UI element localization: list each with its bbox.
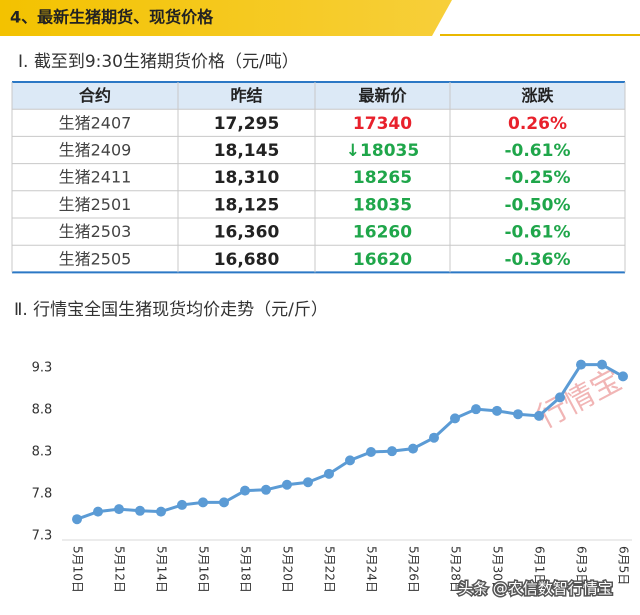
column-header: 涨跌 bbox=[521, 86, 554, 105]
point bbox=[93, 506, 103, 517]
y-tick-label: 7.3 bbox=[32, 529, 53, 544]
point bbox=[219, 497, 229, 508]
chart: 行情宝 7.3 7.8 8.3 8.8 9.3 5月10日 5月12日 5月14日 5月16日 5月… bbox=[32, 359, 632, 599]
y-tick-label: 7.8 bbox=[32, 487, 53, 502]
y-tick-label: 8.3 bbox=[32, 445, 53, 460]
x-tick-label: 6月5日 bbox=[617, 546, 631, 585]
point bbox=[282, 479, 292, 490]
point bbox=[387, 446, 397, 457]
table-cell: 生猪2411 bbox=[59, 168, 132, 187]
x-tick-label: 5月20日 bbox=[281, 546, 295, 593]
x-tick-label: 5月28日 bbox=[449, 546, 463, 593]
table-cell: 生猪2501 bbox=[59, 195, 132, 214]
point bbox=[72, 514, 82, 525]
x-tick-label: 5月12日 bbox=[113, 546, 127, 593]
point bbox=[261, 484, 271, 495]
point bbox=[177, 499, 187, 510]
section-title: Ⅰ. 截至到9:30生猪期货价格（元/吨） bbox=[18, 52, 299, 72]
column-header: 合约 bbox=[79, 86, 111, 105]
point bbox=[135, 505, 145, 516]
y-tick-label: 8.8 bbox=[32, 403, 53, 418]
point bbox=[450, 413, 460, 424]
point bbox=[471, 404, 481, 415]
x-tick-label: 5月24日 bbox=[365, 546, 379, 593]
table-cell: 16260 bbox=[353, 223, 412, 243]
point bbox=[198, 497, 208, 508]
table-cell: 17,295 bbox=[214, 114, 280, 134]
column-header: 最新价 bbox=[358, 86, 407, 105]
table-cell: 18265 bbox=[353, 168, 412, 188]
table-cell: 16,680 bbox=[214, 250, 280, 270]
point bbox=[366, 447, 376, 457]
point bbox=[114, 504, 124, 515]
point bbox=[534, 410, 544, 421]
point bbox=[345, 455, 355, 466]
table-cell: 生猪2409 bbox=[59, 141, 132, 160]
x-tick-label: 5月10日 bbox=[71, 546, 85, 593]
x-tick-label: 5月26日 bbox=[407, 546, 421, 593]
point bbox=[513, 409, 523, 420]
table-cell: 17340 bbox=[353, 114, 412, 134]
table-cell: 生猪2505 bbox=[59, 249, 132, 268]
table-cell: -0.25% bbox=[504, 168, 570, 188]
x-tick-label: 6月3日 bbox=[575, 546, 589, 585]
footer: 头条 @农信数智行情宝 bbox=[458, 580, 613, 598]
section-title: Ⅱ. 行情宝全国生猪现货均价走势（元/斤） bbox=[14, 300, 328, 320]
table-cell: 16620 bbox=[353, 250, 412, 270]
point bbox=[555, 392, 565, 403]
point bbox=[240, 485, 250, 496]
table-cell: 生猪2407 bbox=[59, 113, 132, 132]
table-cell: -0.61% bbox=[504, 223, 570, 243]
table-cell: -0.50% bbox=[504, 195, 570, 215]
table-cell: 18,310 bbox=[214, 168, 280, 188]
table-cell: 18,145 bbox=[214, 141, 280, 161]
header-bar bbox=[0, 0, 452, 36]
x-tick-label: 5月16日 bbox=[197, 546, 211, 593]
point bbox=[492, 405, 502, 416]
point bbox=[597, 359, 607, 370]
x-tick-label: 5月14日 bbox=[155, 546, 169, 593]
x-tick-label: 5月18日 bbox=[239, 546, 253, 593]
x-tick-label: 5月22日 bbox=[323, 546, 337, 593]
point bbox=[429, 432, 439, 443]
header-title: 4、最新生猪期货、现货价格 bbox=[10, 8, 214, 27]
table-cell: 0.26% bbox=[508, 114, 567, 134]
watermark: 行情宝 bbox=[532, 363, 628, 436]
point bbox=[408, 443, 418, 454]
table-cell: 16,360 bbox=[214, 223, 280, 243]
column-header: 昨结 bbox=[230, 86, 262, 105]
table-cell: ↓18035 bbox=[346, 141, 419, 161]
point bbox=[324, 468, 334, 479]
table-header-bg bbox=[12, 82, 625, 110]
x-tick-label: 5月30日 bbox=[491, 546, 505, 593]
x-tick-label: 6月1日 bbox=[533, 546, 547, 585]
table-cell: -0.61% bbox=[504, 141, 570, 161]
table-cell: 18,125 bbox=[214, 195, 280, 215]
point bbox=[576, 359, 586, 370]
table-cell: -0.36% bbox=[504, 250, 570, 270]
point bbox=[618, 371, 628, 382]
table-cell: 18035 bbox=[353, 195, 412, 215]
point bbox=[303, 477, 313, 488]
y-tick-label: 9.3 bbox=[32, 361, 53, 376]
table-cell: 生猪2503 bbox=[59, 222, 132, 241]
point bbox=[156, 506, 166, 517]
line bbox=[76, 363, 624, 521]
